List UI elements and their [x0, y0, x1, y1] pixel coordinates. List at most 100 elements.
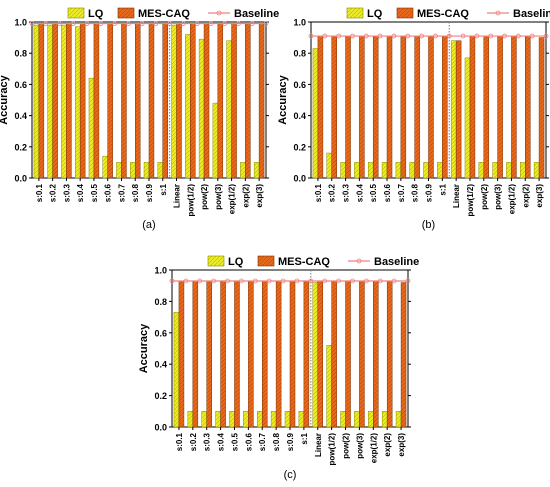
- bar-mes-caq: [231, 23, 237, 179]
- bar-lq: [187, 411, 194, 428]
- bar-mes-caq: [178, 280, 185, 428]
- x-tick-label: exp(2): [241, 184, 250, 208]
- x-tick-label: s:0.9: [286, 432, 295, 451]
- chart-panel-a: 0.0 0.2 0.4 0.6 0.8 1.0 Accuracy s:0.1 s:0.2 s:0.…: [0, 7, 279, 231]
- x-tick-label: s:0.1: [175, 432, 184, 451]
- y-tick-label: 0.8: [14, 49, 27, 59]
- x-tick-label: s:0.2: [49, 183, 58, 202]
- bar-lq: [409, 162, 415, 179]
- baseline-marker: [322, 33, 328, 39]
- bar-lq: [520, 162, 526, 179]
- baseline-marker: [181, 21, 186, 26]
- y-tick-label: 0.4: [293, 111, 306, 121]
- bar-mes-caq: [52, 23, 58, 179]
- x-tick-label: s:0.6: [104, 183, 113, 202]
- bar-lq: [243, 411, 249, 428]
- x-tick-label: s:0.8: [411, 183, 420, 202]
- bar-lq: [395, 162, 402, 179]
- x-tick-label: exp(3): [397, 433, 406, 457]
- bar-lq: [201, 411, 207, 428]
- panel-caption: (a): [142, 219, 155, 231]
- baseline-marker: [84, 21, 90, 26]
- bar-mes-caq: [455, 40, 462, 179]
- x-tick-label: exp(3): [255, 184, 264, 208]
- x-tick-label: exp(1/2): [369, 433, 378, 464]
- bar-lq: [326, 345, 332, 428]
- bar-lq: [88, 77, 95, 179]
- baseline-marker: [266, 278, 272, 284]
- legend-marker-baseline: [356, 258, 362, 264]
- bar-lq: [340, 411, 346, 428]
- bar-mes-caq: [331, 35, 337, 179]
- bar-mes-caq: [107, 23, 113, 179]
- baseline-marker: [336, 33, 342, 39]
- bar-lq: [354, 411, 360, 428]
- x-tick-label: exp(2): [521, 184, 530, 208]
- baseline-marker: [294, 278, 300, 284]
- x-tick-label: s:0.4: [76, 183, 85, 202]
- bar-lq: [326, 152, 332, 179]
- y-axis-label: Accuracy: [277, 74, 289, 124]
- bar-mes-caq: [261, 280, 268, 428]
- bar-lq: [253, 162, 260, 179]
- y-tick-label: 1.0: [154, 266, 167, 276]
- baseline-marker: [363, 33, 369, 39]
- bar-mes-caq: [234, 280, 240, 428]
- bar-mes-caq: [359, 35, 365, 179]
- legend-swatch-lq: [346, 7, 364, 19]
- bar-lq: [312, 282, 319, 428]
- baseline-marker: [336, 278, 341, 284]
- baseline-marker: [125, 21, 131, 26]
- legend-label-lq: LQ: [88, 8, 104, 20]
- bar-mes-caq: [148, 23, 155, 179]
- baseline-marker: [433, 33, 438, 39]
- y-tick-label: 1.0: [293, 18, 306, 28]
- bar-lq: [116, 162, 122, 179]
- x-tick-label: Linear: [314, 433, 323, 457]
- baseline-marker: [460, 33, 466, 39]
- bar-mes-caq: [525, 35, 531, 179]
- bar-mes-caq: [66, 23, 72, 179]
- bar-lq: [212, 102, 219, 179]
- baseline-marker: [57, 21, 62, 26]
- baseline-marker: [391, 33, 397, 39]
- bar-mes-caq: [442, 35, 448, 179]
- bar-lq: [381, 162, 388, 179]
- bar-lq: [368, 411, 374, 428]
- y-axis-label: Accuracy: [0, 74, 10, 124]
- baseline-marker: [543, 33, 549, 39]
- bar-lq: [240, 162, 246, 179]
- legend-swatch-lq: [67, 7, 85, 19]
- bar-mes-caq: [359, 280, 365, 428]
- panel-caption: (b): [422, 219, 435, 231]
- x-tick-label: s:0.7: [117, 183, 126, 202]
- bar-mes-caq: [79, 23, 86, 179]
- legend-swatch-mes-caq: [396, 7, 414, 19]
- legend-label-baseline: Baseline: [513, 8, 550, 20]
- bar-lq: [464, 57, 471, 179]
- x-tick-label: pow(2): [200, 184, 209, 210]
- bar-mes-caq: [192, 280, 199, 428]
- baseline-marker: [377, 33, 383, 39]
- x-tick-label: s:0.7: [258, 432, 267, 451]
- x-tick-label: pow(1/2): [328, 433, 337, 466]
- y-tick-label: 0.4: [154, 360, 167, 370]
- bar-mes-caq: [400, 35, 407, 179]
- x-tick-label: s:0.6: [244, 432, 253, 451]
- y-tick-label: 1.0: [14, 18, 27, 28]
- baseline-marker: [474, 33, 480, 39]
- bar-mes-caq: [258, 23, 265, 179]
- baseline-marker: [211, 278, 217, 284]
- baseline-marker: [197, 278, 203, 284]
- y-tick-label: 0.6: [293, 80, 306, 90]
- bar-lq: [367, 162, 374, 179]
- legend-label-mes-caq: MES-CAQ: [417, 8, 469, 20]
- chart-panel-b: 0.0 0.2 0.4 0.6 0.8 1.0 Accuracy s:0.1 s:0.2 s:0.…: [277, 7, 550, 231]
- x-tick-label: exp(1/2): [507, 184, 516, 215]
- baseline-marker: [252, 278, 258, 284]
- panel-caption: (c): [284, 469, 297, 481]
- x-tick-label: s:0.4: [355, 183, 364, 202]
- x-tick-label: s:0.3: [203, 432, 212, 451]
- bar-mes-caq: [331, 280, 337, 428]
- baseline-marker: [515, 33, 521, 39]
